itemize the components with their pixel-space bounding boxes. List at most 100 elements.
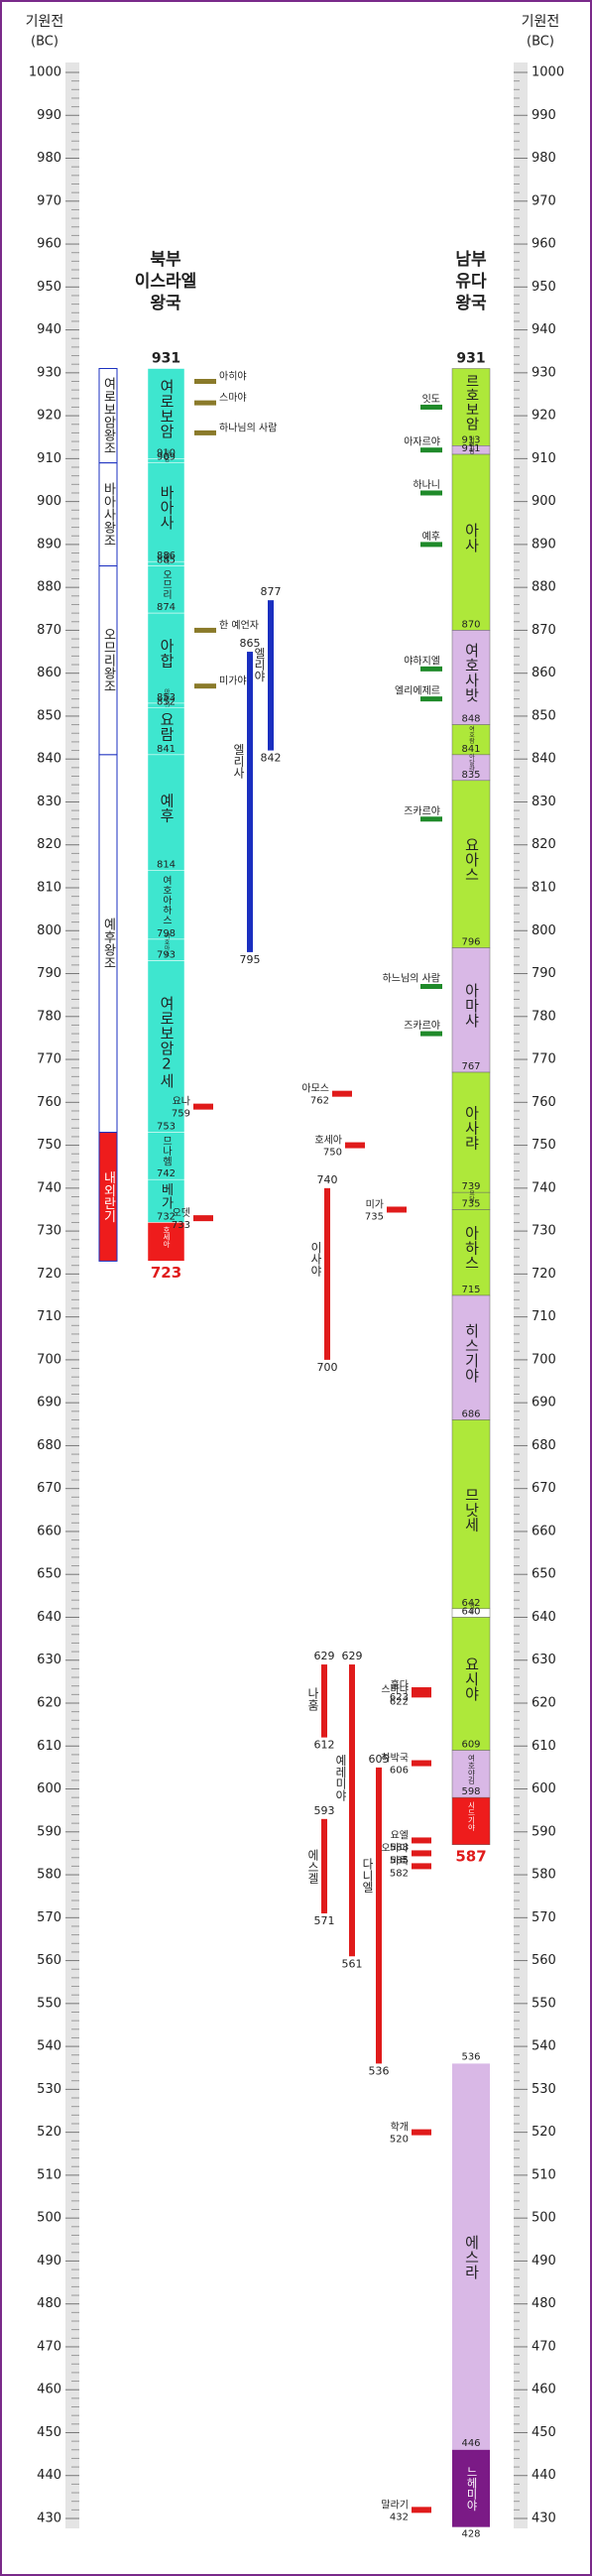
- prophet-mark: [193, 1215, 213, 1222]
- king-name: 아사랴: [463, 1105, 481, 1150]
- tick-label: 500: [532, 2211, 556, 2226]
- king-name: 아합: [158, 639, 176, 669]
- tick-label: 620: [37, 1696, 61, 1711]
- reign-end: 814: [157, 860, 176, 871]
- tick-label: 980: [37, 151, 61, 166]
- dynasty-name: 여로보암왕조: [101, 377, 116, 454]
- tick-label: 990: [532, 108, 556, 123]
- king-reign: [451, 630, 491, 725]
- king-reign: [451, 453, 491, 631]
- tick-label: 890: [532, 537, 556, 552]
- kingdom-title: 북부: [150, 250, 181, 270]
- tick-label: 650: [532, 1567, 556, 1582]
- reign-end: 835: [461, 770, 480, 781]
- prophet-mark: [194, 627, 216, 633]
- prophet-name: 아자르야: [404, 436, 440, 448]
- king-name: 나답: [163, 449, 170, 462]
- tick-label: 540: [532, 2039, 556, 2054]
- tick-label: 640: [532, 1610, 556, 1625]
- king-name: 히스기야: [463, 1323, 481, 1383]
- tick-label: 950: [37, 280, 61, 295]
- reign-end: 841: [157, 744, 176, 755]
- prophet-year: 585: [390, 1855, 409, 1866]
- tick-label: 860: [37, 666, 61, 680]
- tick-label: 620: [532, 1696, 556, 1711]
- tick-label: 970: [532, 193, 556, 208]
- king-reign: [451, 724, 491, 756]
- prophet-name: 에스겔: [306, 1849, 320, 1884]
- span-end: 561: [342, 1957, 363, 1970]
- king-name: 아비얌: [468, 435, 475, 454]
- king-name: 시드기야: [467, 1801, 476, 1832]
- tick-label: 450: [37, 2425, 61, 2440]
- tick-label: 660: [532, 1524, 556, 1538]
- prophet-mark: [387, 1206, 407, 1213]
- tick-label: 840: [532, 752, 556, 767]
- prophet-mark: [412, 1691, 431, 1698]
- prophet-mark: [412, 1837, 431, 1844]
- prophet-name: 말라기: [381, 2499, 409, 2511]
- span-end: 571: [314, 1914, 335, 1927]
- tick-label: 950: [532, 280, 556, 295]
- reign-end: 642: [461, 1598, 480, 1609]
- prophet-name: 예레미야: [334, 1755, 348, 1801]
- span-start: 536: [461, 2051, 480, 2062]
- reign-end: 753: [157, 1122, 176, 1133]
- prophet-mark: [420, 816, 442, 822]
- tick-label: 720: [532, 1267, 556, 1282]
- span-end: 842: [261, 752, 282, 765]
- tick-label: 810: [37, 881, 61, 896]
- span-start: 877: [261, 585, 282, 598]
- tick-label: 750: [37, 1138, 61, 1153]
- kingdom-title: 유다: [455, 272, 487, 292]
- prophet-span: [376, 1767, 382, 2064]
- tick-label: 440: [532, 2468, 556, 2483]
- kingdom-title: 왕국: [150, 294, 181, 313]
- prophet-span: [321, 1818, 327, 1913]
- reign-end: 739: [461, 1181, 480, 1192]
- king-reign: [451, 368, 491, 446]
- king-name: 아사: [463, 523, 481, 552]
- tick-label: 600: [532, 1781, 556, 1796]
- prophet-name: 오바댜: [381, 1842, 409, 1854]
- prophet-mark: [412, 2507, 431, 2514]
- prophet-name: 엘리야: [253, 647, 267, 682]
- tick-label: 680: [532, 1438, 556, 1453]
- prophet-name: 바룩: [391, 1855, 409, 1867]
- span-end: 700: [317, 1361, 338, 1374]
- prophet-name: 훌다: [391, 1678, 409, 1691]
- tick-label: 930: [532, 365, 556, 380]
- reign-end: 793: [157, 950, 176, 961]
- tick-label: 490: [532, 2254, 556, 2269]
- tick-label: 510: [37, 2167, 61, 2182]
- prophet-mark: [420, 404, 442, 410]
- prophet-year: 762: [310, 1096, 329, 1107]
- prophet-mark: [420, 984, 442, 990]
- prophet-mark: [193, 1103, 213, 1110]
- tick-label: 560: [532, 1953, 556, 1968]
- prophet-mark: [412, 1687, 431, 1694]
- tick-label: 660: [37, 1524, 61, 1538]
- tick-label: 770: [532, 1052, 556, 1067]
- prophet-mark: [420, 666, 442, 672]
- king-reign: [147, 462, 185, 562]
- king-name: 여호아스: [163, 932, 170, 957]
- tick-label: 540: [37, 2039, 61, 2054]
- tick-label: 1000: [532, 65, 564, 80]
- prophet-name: 즈카르야: [404, 1020, 440, 1032]
- reign-end: 715: [461, 1285, 480, 1295]
- prophet-span: [247, 652, 253, 952]
- tick-label: 710: [532, 1309, 556, 1324]
- prophet-name: 미가야: [219, 675, 247, 687]
- span-start: 865: [240, 637, 261, 650]
- tick-label: 910: [37, 451, 61, 466]
- prophet-mark: [412, 1863, 431, 1870]
- tick-label: 700: [37, 1352, 61, 1367]
- tick-label: 680: [37, 1438, 61, 1453]
- tick-label: 780: [37, 1009, 61, 1024]
- tick-label: 650: [37, 1567, 61, 1582]
- dynasty-name: 내외란기: [101, 1170, 116, 1222]
- tick-label: 480: [532, 2296, 556, 2311]
- tick-label: 580: [532, 1868, 556, 1883]
- king-reign: [451, 1617, 491, 1751]
